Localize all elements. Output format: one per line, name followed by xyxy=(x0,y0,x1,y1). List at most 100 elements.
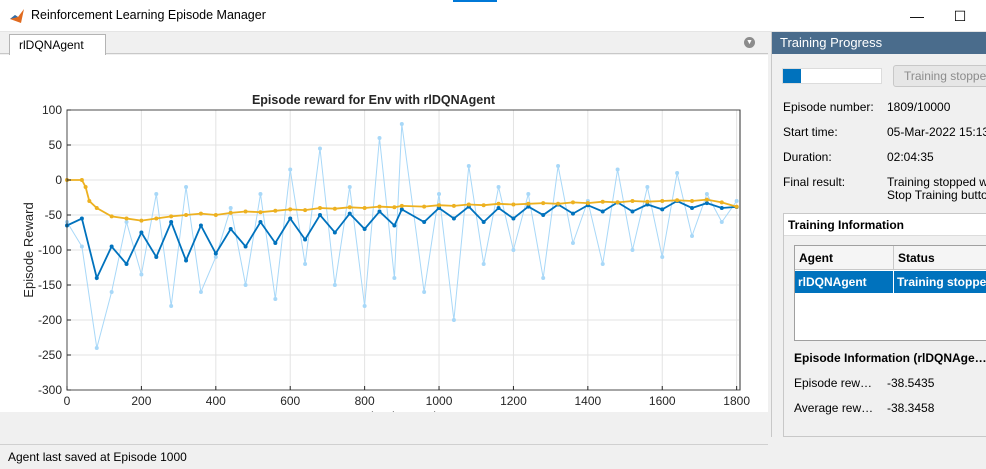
series-3-point xyxy=(556,201,561,206)
final-result-label: Final result: xyxy=(783,175,846,189)
table-row-agent[interactable]: rlDQNAgent xyxy=(795,271,893,293)
y-tick-label: -150 xyxy=(38,278,62,292)
series-2-point xyxy=(94,276,99,280)
x-tick-label: 600 xyxy=(280,394,300,408)
series-1-point xyxy=(139,272,144,277)
series-3-point xyxy=(526,201,531,206)
series-2-point xyxy=(228,227,233,231)
plot-area: 0 200 400 600 800 1000 1200 1400 1600 1800 100 50 0-… xyxy=(0,55,768,424)
chart-title: Episode reward for Env with rlDQNAgent xyxy=(252,93,496,107)
series-2-point xyxy=(303,237,308,242)
x-tick-label: 1400 xyxy=(574,394,601,408)
series-2-point xyxy=(213,251,218,256)
training-progress-fill xyxy=(783,69,801,83)
window-title: Reinforcement Learning Episode Manager xyxy=(31,8,266,22)
series-1-point xyxy=(377,136,382,140)
series-2-point xyxy=(154,255,159,259)
series-3-point xyxy=(451,203,456,208)
series-2-point xyxy=(139,230,144,235)
series-3-point xyxy=(213,213,218,217)
series-2-point xyxy=(362,227,367,231)
series-3-point xyxy=(645,199,650,204)
series-3-point xyxy=(496,201,501,206)
training-information-header: Training Information xyxy=(784,214,986,236)
series-3-point xyxy=(675,198,680,203)
training-information-table: Agent Status rlDQNAgent Training stopped xyxy=(794,245,986,341)
series-1-point xyxy=(645,185,650,189)
x-tick-label: 0 xyxy=(64,394,71,408)
maximize-icon[interactable]: ☐ xyxy=(953,8,967,24)
series-1-point xyxy=(273,297,278,301)
series-3-point xyxy=(362,206,367,210)
series-2-point xyxy=(645,202,650,207)
series-1-point xyxy=(392,276,397,280)
series-1-point xyxy=(556,164,561,168)
duration-value: 02:04:35 xyxy=(887,150,934,164)
series-2-point xyxy=(243,244,248,249)
series-3-point xyxy=(719,200,724,205)
series-3-point xyxy=(288,207,293,212)
training-progress-panel: Training Progress Training stopped Episo… xyxy=(771,32,986,437)
y-tick-label: 50 xyxy=(49,138,63,152)
series-3-point xyxy=(317,206,322,210)
y-axis-label: Episode Reward xyxy=(21,202,36,297)
series-2-point xyxy=(332,230,337,235)
tab-menu-icon[interactable]: ▼ xyxy=(744,37,755,48)
training-progress-header: Training Progress xyxy=(772,32,986,54)
series-3-point xyxy=(377,204,382,209)
series-3-point xyxy=(83,185,88,189)
series-1-point xyxy=(719,220,724,224)
episode-reward-chart[interactable]: 0 200 400 600 800 1000 1200 1400 1600 1800100500-… xyxy=(0,55,768,424)
series-3-point xyxy=(422,204,427,209)
series-1-point xyxy=(79,244,84,249)
start-time-value: 05-Mar-2022 15:13 xyxy=(887,125,986,139)
series-1-point xyxy=(734,199,739,203)
series-2-point xyxy=(392,223,397,228)
y-tick-label: -200 xyxy=(38,313,62,327)
series-1-point xyxy=(169,304,174,308)
series-2-point xyxy=(630,209,635,214)
column-header-status[interactable]: Status xyxy=(893,246,986,270)
series-1-point xyxy=(124,220,129,224)
series-3-point xyxy=(399,203,404,208)
series-2-point xyxy=(481,220,486,224)
series-3-point xyxy=(184,213,189,217)
series-2-point xyxy=(570,211,575,216)
x-tick-label: 1600 xyxy=(649,394,676,408)
episode-reward-value: -38.5435 xyxy=(887,376,935,390)
series-1-point xyxy=(362,304,367,308)
series-3-point xyxy=(600,199,605,204)
series-1-point xyxy=(660,255,665,259)
series-1-point xyxy=(288,167,293,172)
x-tick-label: 1000 xyxy=(426,394,453,408)
series-3-point xyxy=(734,204,739,209)
series-3-point xyxy=(347,205,352,210)
series-3-point xyxy=(94,206,99,210)
x-tick-label: 200 xyxy=(131,394,151,408)
table-row-status[interactable]: Training stopped xyxy=(893,271,986,293)
series-1-point xyxy=(570,241,575,245)
series-1-point xyxy=(184,185,189,189)
stop-training-button[interactable]: Training stopped xyxy=(893,65,986,87)
series-1-point xyxy=(437,192,442,196)
status-bar: Agent last saved at Episode 1000 xyxy=(0,444,768,469)
duration-label: Duration: xyxy=(783,150,832,164)
column-header-agent[interactable]: Agent xyxy=(795,246,893,270)
x-axis-label: Episode Number xyxy=(355,409,452,412)
episode-number-value: 1809/10000 xyxy=(887,100,951,114)
series-3-point xyxy=(541,201,546,206)
series-1-point xyxy=(154,192,159,196)
tab-rldqnagent[interactable]: rlDQNAgent xyxy=(9,34,106,55)
series-3-point xyxy=(660,199,665,203)
plot-panel: rlDQNAgent ▼ xyxy=(0,32,768,469)
series-3-point xyxy=(109,214,114,219)
series-1-point xyxy=(303,262,308,266)
series-3-point xyxy=(690,199,695,203)
series-3-point xyxy=(466,202,471,207)
series-1-point xyxy=(243,283,248,287)
series-3-point xyxy=(139,218,144,223)
series-2-point xyxy=(422,220,427,224)
series-3-point xyxy=(615,200,620,205)
minimize-icon[interactable]: — xyxy=(910,8,924,24)
training-information-box: Training Information Agent Status rlDQNA… xyxy=(783,213,986,437)
